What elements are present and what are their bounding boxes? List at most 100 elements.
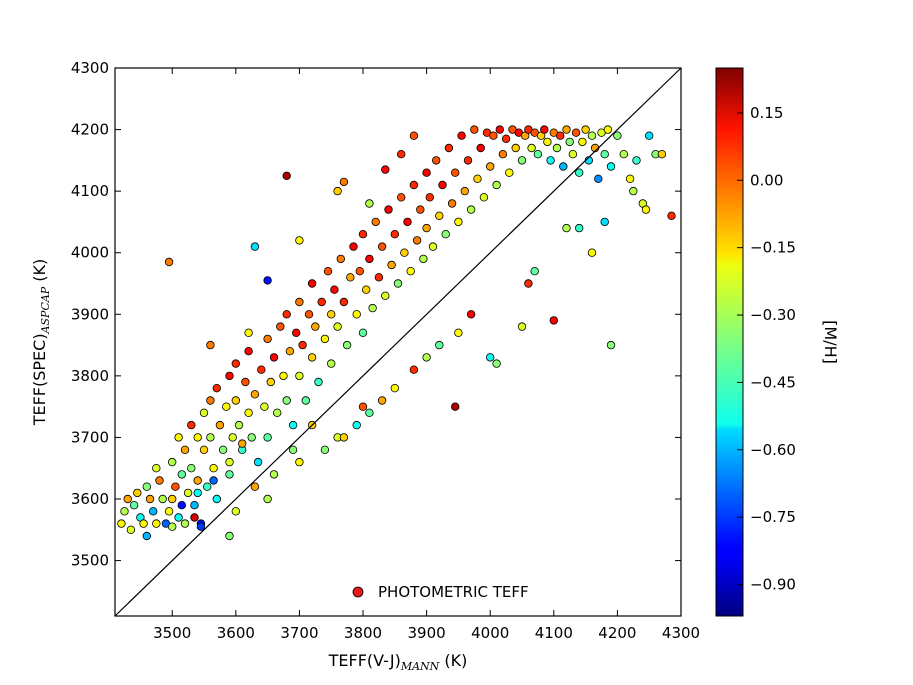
data-point [152,519,161,528]
data-point [199,408,209,417]
colorbar-tick-label: −0.60 [750,441,796,459]
x-tick-label: 3600 [217,624,255,642]
data-point [304,310,314,319]
data-point [222,402,231,411]
data-point [454,328,463,337]
data-point [123,494,132,504]
data-point [336,254,345,264]
data-point [432,156,441,165]
data-point [565,137,574,147]
data-point [546,156,555,165]
data-point [228,433,237,442]
data-point [333,322,342,331]
data-point [358,402,368,411]
data-point [444,143,454,153]
data-point [606,162,616,171]
data-point [594,174,603,183]
x-tick-label: 3900 [408,624,446,642]
data-point [206,396,215,405]
data-point [422,223,431,233]
y-tick-label: 4300 [71,59,109,77]
data-point [282,396,291,405]
data-point [199,445,209,454]
data-point [397,149,406,159]
data-point [117,519,126,528]
data-point [412,236,422,245]
data-point [625,174,635,183]
data-point [358,229,368,239]
data-point [295,457,304,467]
data-point [301,396,310,405]
data-point [212,494,221,504]
x-axis-label-sub: MANN [400,660,440,673]
data-point [244,328,253,337]
data-point [215,420,225,430]
data-point [425,193,434,202]
data-point [349,242,358,251]
data-point [613,131,622,140]
data-point [422,168,431,177]
legend-marker [352,586,364,598]
x-tick-label: 4000 [471,624,509,642]
data-point [320,334,330,344]
data-point [667,211,676,220]
data-point [333,186,342,196]
data-point [244,347,253,356]
data-point [298,340,307,350]
data-point [641,205,651,214]
data-point [342,340,352,350]
x-axis-label-unit: (K) [439,651,467,670]
data-point [190,513,199,522]
data-point [244,408,253,417]
data-point [263,276,272,285]
data-point [193,476,202,485]
data-point [562,125,571,134]
data-point [183,488,193,498]
data-point [657,149,667,159]
data-point [218,445,228,454]
legend: PHOTOMETRIC TEFF [352,583,529,601]
data-point [292,328,301,337]
data-point [632,156,641,165]
data-point [368,303,377,313]
data-point [142,531,151,541]
data-point [571,128,581,137]
data-point [174,433,183,442]
data-point [540,125,549,134]
data-point [231,396,240,405]
data-point [505,168,514,177]
data-point [241,377,250,387]
data-point [511,143,520,153]
data-point [269,353,279,362]
data-point [409,365,419,374]
data-point [295,297,304,307]
data-point [193,433,202,442]
data-point [562,223,571,233]
data-point [543,137,552,147]
data-point [645,131,654,140]
data-point [390,384,399,393]
data-point [263,334,272,344]
data-point [581,125,590,134]
data-point [225,470,234,479]
colorbar-tick-label: −0.75 [750,508,796,526]
data-point [285,347,295,356]
data-point [603,125,613,134]
data-point [231,359,240,368]
data-point [492,180,501,190]
data-point [180,445,190,454]
data-point [120,507,129,516]
data-point [225,371,234,381]
data-point [600,149,609,159]
data-point [390,229,399,239]
colorbar: 0.15 0.00 −0.15 −0.30 −0.45 −0.60 −0.75 −0.90 [… [715,67,840,617]
data-point [498,149,508,159]
data-point [225,457,234,467]
data-point [435,340,444,350]
data-point [393,279,403,288]
data-point [587,131,597,140]
data-point [476,143,485,153]
data-point [568,149,578,159]
data-point [517,322,527,331]
